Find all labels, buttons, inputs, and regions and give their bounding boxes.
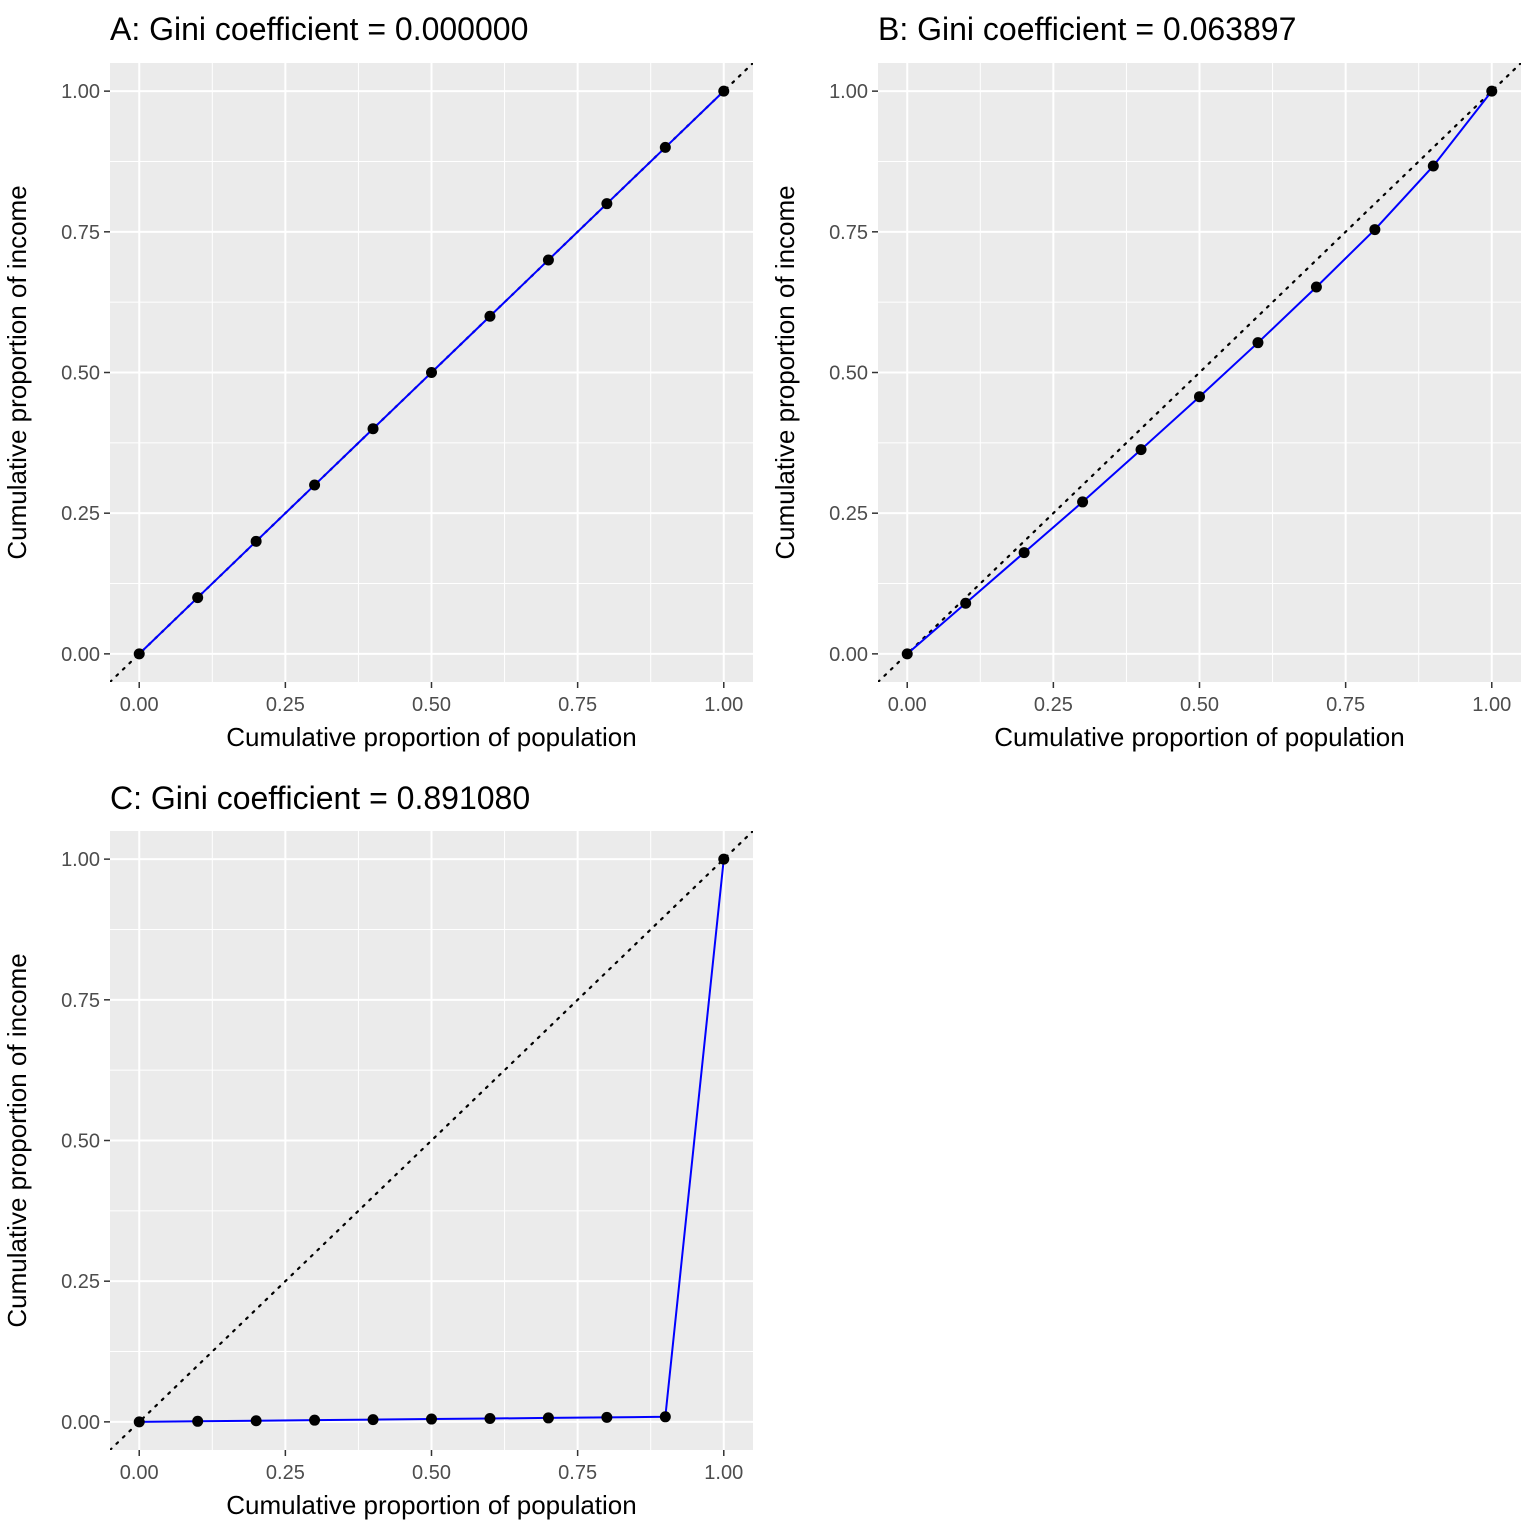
data-point bbox=[426, 1413, 437, 1425]
panel-c: C: Gini coefficient = 0.891080 0.00 0.25 0… bbox=[2, 780, 753, 1520]
data-point bbox=[718, 85, 730, 97]
data-point bbox=[192, 592, 204, 604]
x-tick-label: 1.00 bbox=[1472, 694, 1511, 716]
y-tick-label: 0.00 bbox=[61, 1412, 100, 1434]
data-point bbox=[367, 423, 379, 435]
data-point bbox=[133, 1416, 145, 1428]
y-tick-label: 0.75 bbox=[829, 222, 868, 244]
data-point bbox=[484, 310, 496, 322]
x-tick-label: 0.75 bbox=[558, 1462, 597, 1484]
y-tick-label: 0.25 bbox=[61, 503, 100, 525]
data-point bbox=[718, 853, 730, 865]
y-tick-label: 1.00 bbox=[829, 81, 868, 103]
x-tick-label: 0.25 bbox=[266, 694, 305, 716]
data-point bbox=[426, 367, 437, 378]
panel-a: A: Gini coefficient = 0.000000 0.00 0.25 0… bbox=[2, 11, 753, 752]
y-tick-label: 1.00 bbox=[61, 81, 100, 103]
data-point bbox=[1486, 85, 1498, 97]
data-point bbox=[1194, 391, 1205, 403]
data-point bbox=[1252, 337, 1264, 349]
data-point bbox=[192, 1415, 204, 1427]
x-tick-label: 0.50 bbox=[412, 1462, 451, 1484]
data-point bbox=[601, 1411, 613, 1423]
data-point bbox=[542, 1412, 554, 1424]
panel-c-y-axis-title: Cumulative proportion of income bbox=[2, 953, 32, 1327]
data-point bbox=[1018, 547, 1030, 559]
data-point bbox=[133, 648, 145, 660]
x-tick-label: 0.25 bbox=[1034, 694, 1073, 716]
data-point bbox=[367, 1414, 379, 1426]
data-point bbox=[542, 254, 554, 266]
y-tick-label: 0.75 bbox=[61, 990, 100, 1012]
y-tick-label: 0.25 bbox=[61, 1271, 100, 1293]
x-tick-label: 0.00 bbox=[888, 694, 927, 716]
panel-a-y-axis-title: Cumulative proportion of income bbox=[2, 185, 32, 559]
data-point bbox=[1369, 224, 1381, 236]
panel-b-x-axis-title: Cumulative proportion of population bbox=[994, 722, 1404, 752]
panel-b-y-axis-title: Cumulative proportion of income bbox=[770, 185, 800, 559]
x-tick-label: 0.25 bbox=[266, 1462, 305, 1484]
y-tick-label: 0.25 bbox=[829, 503, 868, 525]
y-tick-label: 0.00 bbox=[61, 644, 100, 666]
data-point bbox=[1427, 160, 1439, 172]
panel-b: B: Gini coefficient = 0.063897 0.00 0.25 0… bbox=[770, 11, 1521, 752]
data-point bbox=[601, 198, 613, 210]
data-point bbox=[250, 1415, 262, 1427]
x-tick-label: 0.00 bbox=[120, 694, 159, 716]
data-point bbox=[484, 1412, 496, 1424]
y-tick-label: 0.50 bbox=[829, 363, 868, 385]
y-tick-label: 0.50 bbox=[61, 1131, 100, 1153]
data-point bbox=[659, 141, 671, 153]
data-point bbox=[1135, 444, 1147, 456]
panel-a-title: A: Gini coefficient = 0.000000 bbox=[110, 11, 528, 47]
panel-c-title: C: Gini coefficient = 0.891080 bbox=[110, 780, 530, 816]
x-tick-label: 0.50 bbox=[412, 694, 451, 716]
x-tick-label: 0.50 bbox=[1180, 694, 1219, 716]
y-tick-label: 0.00 bbox=[829, 644, 868, 666]
y-tick-label: 1.00 bbox=[61, 849, 100, 871]
x-tick-label: 1.00 bbox=[704, 1462, 743, 1484]
data-point bbox=[309, 479, 321, 491]
data-point bbox=[309, 1414, 321, 1426]
x-tick-label: 0.75 bbox=[1326, 694, 1365, 716]
data-point bbox=[901, 648, 913, 660]
data-point bbox=[659, 1411, 671, 1423]
y-tick-label: 0.50 bbox=[61, 363, 100, 385]
panel-a-x-axis-title: Cumulative proportion of population bbox=[226, 722, 636, 752]
y-tick-label: 0.75 bbox=[61, 222, 100, 244]
x-tick-label: 1.00 bbox=[704, 694, 743, 716]
data-point bbox=[1310, 281, 1322, 293]
panel-c-x-axis-title: Cumulative proportion of population bbox=[226, 1490, 636, 1520]
data-point bbox=[250, 535, 262, 547]
x-tick-label: 0.00 bbox=[120, 1462, 159, 1484]
x-tick-label: 0.75 bbox=[558, 694, 597, 716]
panel-b-title: B: Gini coefficient = 0.063897 bbox=[878, 11, 1296, 47]
data-point bbox=[960, 597, 972, 609]
data-point bbox=[1077, 496, 1089, 508]
